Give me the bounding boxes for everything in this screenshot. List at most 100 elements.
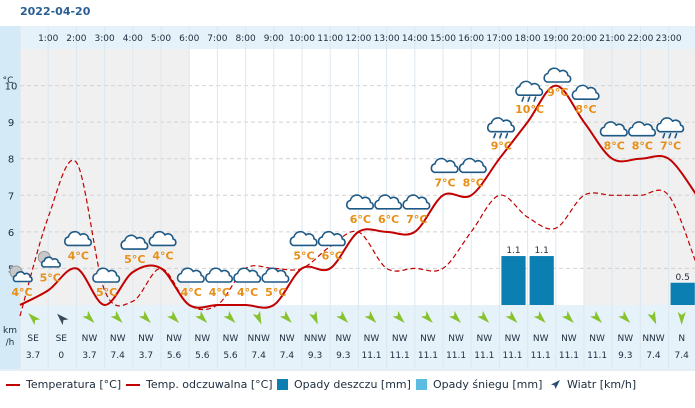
wind-speed-label: 7.4 [280,351,295,361]
wind-arrow-icon [618,310,631,323]
wind-arrow-shape [28,313,41,326]
wind-arrow-icon [57,313,69,326]
wind-direction-label: SE [56,334,68,344]
moon-cloud-icon [37,250,61,268]
cloud-shape [176,267,205,283]
wind-arrow-shape [138,310,151,323]
hour-label: 2:00 [66,34,86,44]
rain-value-label: 0.5 [676,273,690,283]
wind-speed-label: 7.4 [252,351,267,361]
temperature-line [19,84,695,309]
cloud-icon [92,267,121,283]
wind-direction-label: NW [364,334,380,344]
y-tick-label: 7 [8,191,14,202]
cloud-shape [233,267,262,283]
wind-arrow-icon [309,310,318,325]
cloud-shape [402,194,431,210]
wind-speed-label: 5.6 [223,351,238,361]
wind-speed-label: 11.1 [418,351,438,361]
legend-rain: Opady deszczu [mm] [277,378,411,391]
legend-rain-label: Opady deszczu [mm] [294,378,411,391]
wind-arrow-icon [551,379,560,389]
rain-drop [505,132,509,139]
night-shade [76,49,105,305]
cloud-icon [374,194,403,210]
cloud-shape [599,121,628,137]
wind-arrow-shape [252,310,262,325]
wind-speed-label: 5.6 [167,351,182,361]
rain-drop [662,132,666,139]
wind-arrow-shape [477,310,490,323]
cloud-icon [63,230,92,247]
temperature-label: 4°C [209,286,230,299]
wind-direction-label: NW [533,334,549,344]
cloud-shape [430,157,459,174]
rain-cloud-icon [486,117,515,139]
wind-arrow-icon [677,312,686,325]
wind-arrow-icon [28,313,41,326]
rain-value-label: 1.1 [506,246,520,256]
temperature-label: 4°C [11,286,32,299]
night-shade [161,49,190,305]
hour-label: 8:00 [235,34,255,44]
rain-value-label: 1.1 [535,246,549,256]
cloud-shape [458,157,487,174]
wind-arrow-icon [533,310,546,323]
temperature-label: 5°C [265,286,286,299]
wind-arrow-icon [420,310,433,323]
cloud-icon [148,230,177,247]
wind-arrow-shape [677,312,686,325]
hour-label: 4:00 [123,34,143,44]
wind-speed-label: 11.1 [446,351,466,361]
hour-label: 16:00 [458,34,484,44]
temperature-label: 5°C [96,286,117,299]
temperature-label: 5°C [40,271,61,284]
wind-direction-label: NW [335,334,351,344]
temperature-label: 7°C [406,213,427,226]
wind-speed-label: 11.1 [361,351,381,361]
hour-label: 22:00 [627,34,653,44]
cloud-shape [40,256,61,268]
cloud-icon [317,230,346,247]
wind-arrow-icon [167,310,180,323]
wind-arrow-shape [223,310,236,323]
wind-arrow-shape [647,310,657,325]
hour-label: 3:00 [94,34,114,44]
wind-arrow-shape [82,310,95,323]
legend-feels-like-swatch [126,383,140,386]
wind-arrow-shape [618,310,631,323]
wind-direction-label: NW [589,334,605,344]
hour-label: 13:00 [374,34,400,44]
cloud-icon [289,230,318,247]
legend-feels-like-label: Temp. odczuwalna [°C] [146,378,273,391]
hour-label: 23:00 [656,34,682,44]
legend-temperature-swatch [6,383,20,386]
cloud-icon [543,67,572,83]
cloud-icon [176,267,205,283]
cloud-icon [204,267,233,283]
wind-speed-label: 3.7 [82,351,96,361]
wind-arrow-icon [647,310,657,325]
wind-arrow-icon [252,310,262,325]
y-tick-label: 9 [8,118,14,129]
temperature-label: 8°C [463,176,484,189]
legend-feels-like: Temp. odczuwalna [°C] [126,378,273,391]
legend-temperature-label: Temperatura [°C] [26,378,122,391]
rain-cloud-icon [656,117,685,139]
wind-speed-label: 11.1 [559,351,579,361]
cloud-shape [317,230,346,247]
temperature-label: 4°C [68,249,89,262]
wind-arrow-shape [505,310,518,323]
wind-speed-label: 11.1 [587,351,607,361]
hour-label: 15:00 [430,34,456,44]
temperature-label: 8°C [604,140,625,153]
wind-direction-label: NNW [304,334,326,344]
wind-direction-label: NW [223,334,239,344]
temperature-label: 9°C [491,140,512,153]
wind-direction-label: NW [476,334,492,344]
hour-label: 18:00 [515,34,541,44]
legend-snow-swatch [416,379,427,390]
cloud-shape [261,267,290,283]
wind-arrow-shape [449,310,462,323]
rain-drop [674,132,678,139]
